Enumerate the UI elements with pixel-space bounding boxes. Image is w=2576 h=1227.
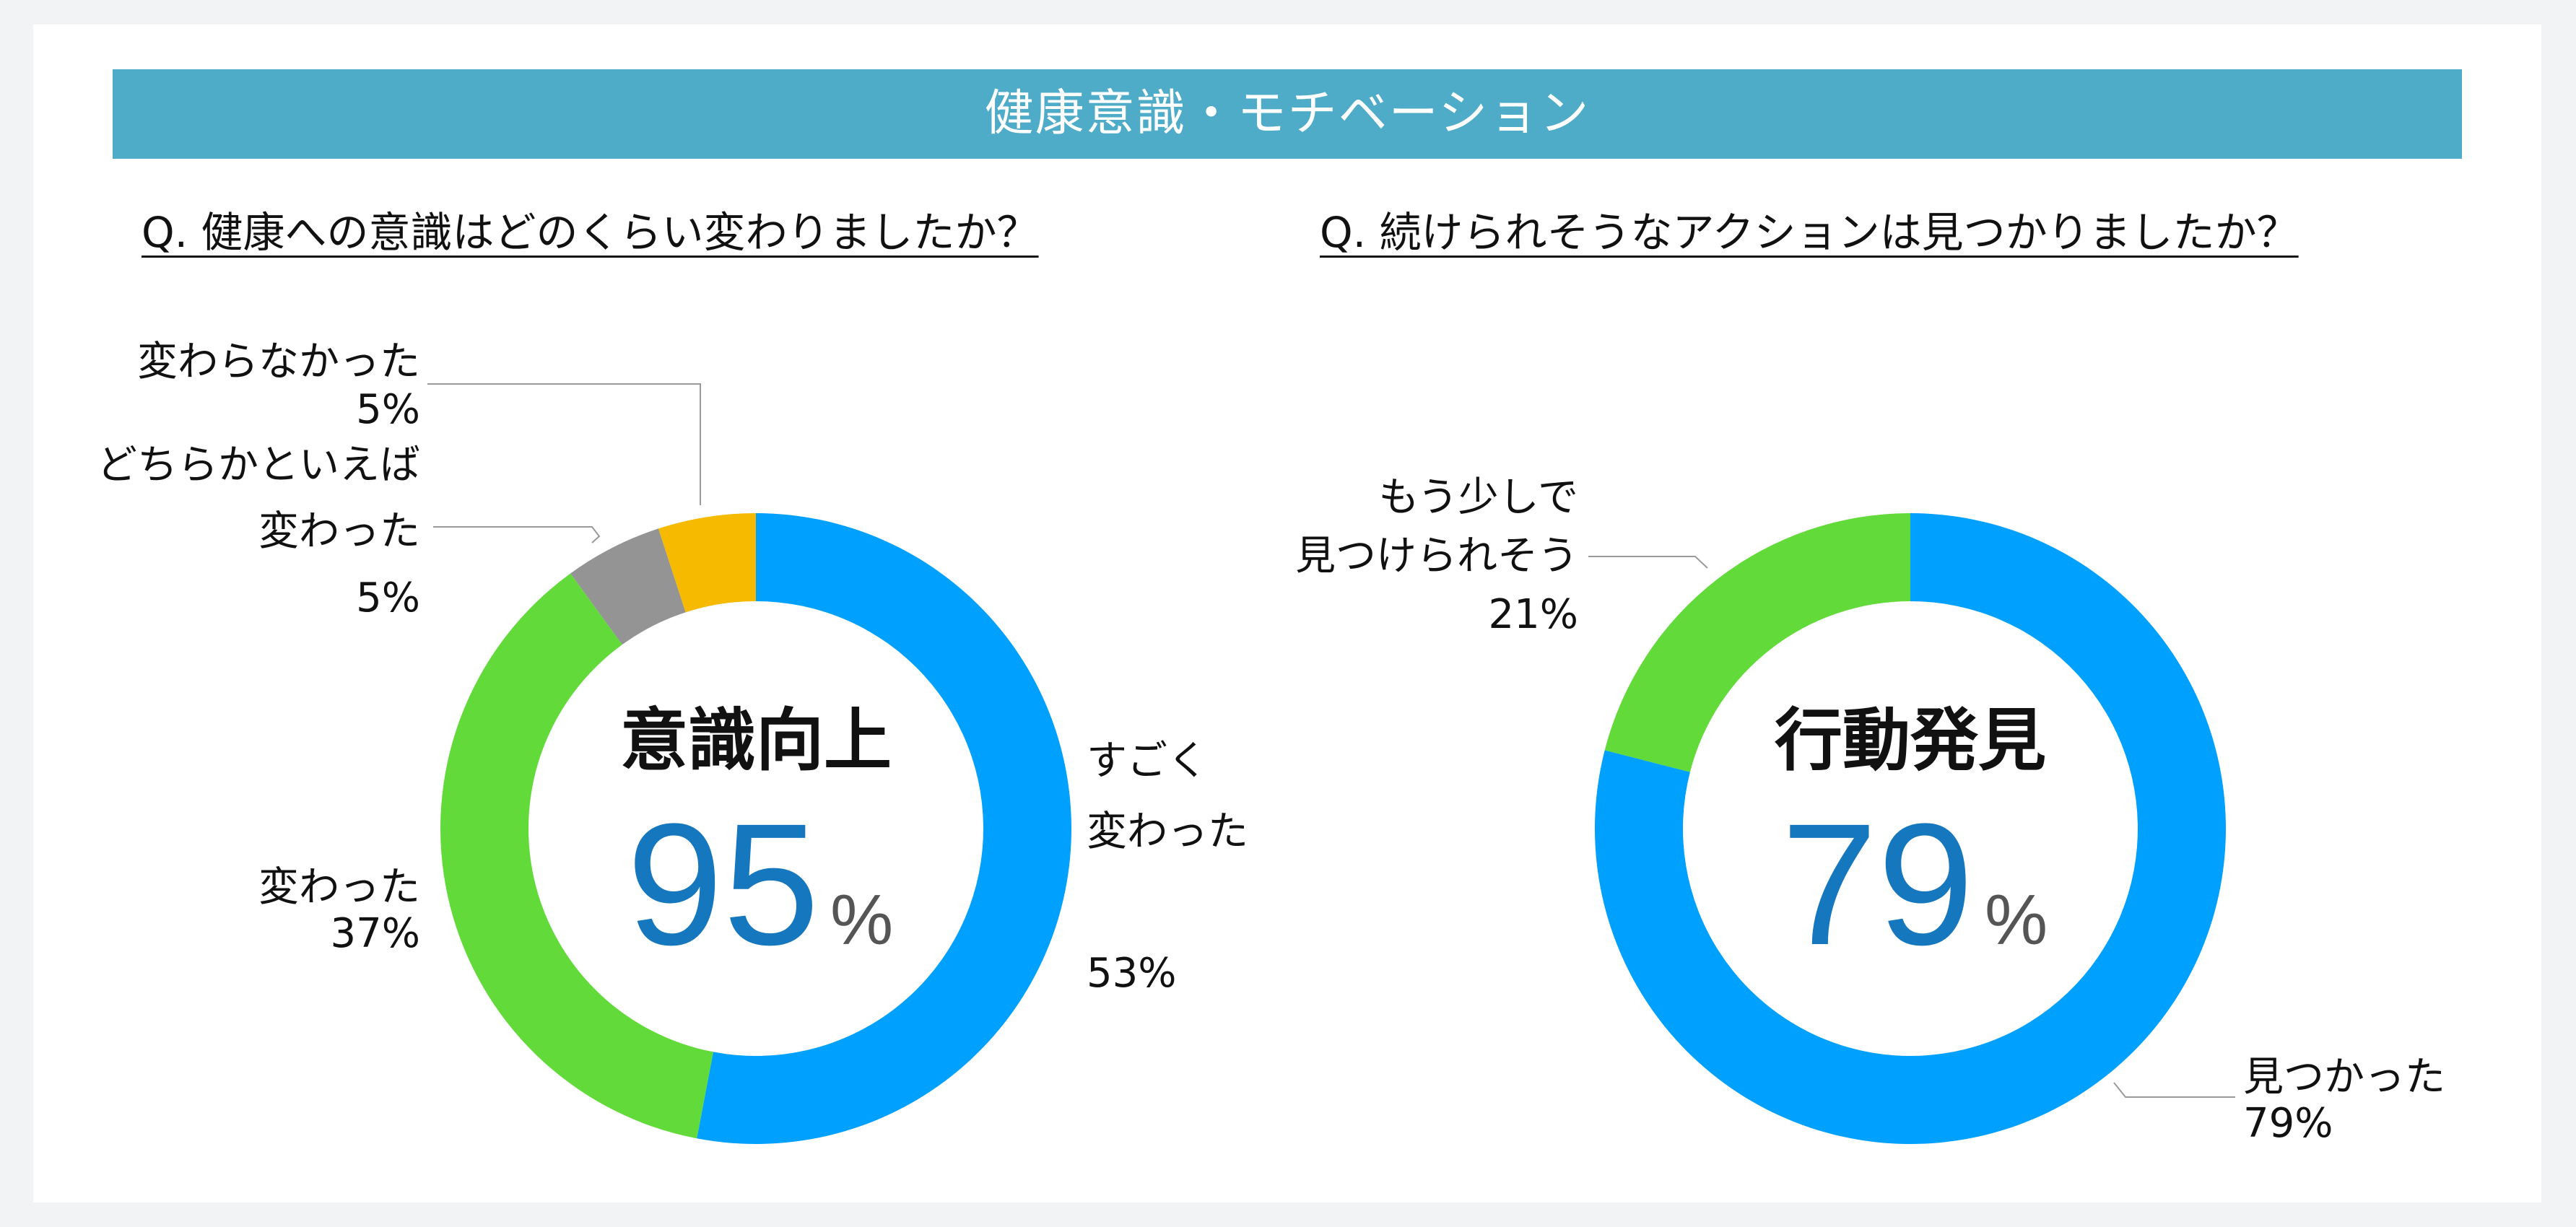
donut-slice-1: [697, 513, 1071, 1144]
center-unit: %: [1985, 880, 2048, 959]
donut-slice-3: [570, 528, 686, 645]
center-value: 79: [1781, 787, 1974, 981]
donut-slice-2: [1604, 513, 1910, 772]
leader-line-3: [433, 526, 601, 543]
leader-line-2: [1588, 556, 1708, 569]
donut-chart-awareness: すごく変わった 53% 変わった 37% どちらかといえば変わった 5%変わらなかった 5%…: [97, 339, 1248, 1144]
section-title-banner: 健康意識・モチベーション: [113, 69, 2462, 159]
data-label-4: 変わらなかった 5%: [137, 339, 420, 433]
center-label: 行動発見: [1775, 702, 2046, 780]
data-label-2: 変わった 37%: [258, 864, 420, 957]
question-1-title: Q. 健康への意識はどのくらい変わりましたか？: [142, 208, 1039, 257]
data-label-1: 見つかった 79%: [2243, 1054, 2445, 1147]
question-2-title: Q. 続けられそうなアクションは見つかりましたか？: [1320, 208, 2299, 257]
leader-line-4: [427, 383, 701, 505]
center-label: 意識向上: [620, 702, 892, 780]
donut-slice-2: [440, 573, 713, 1139]
data-label-1: すごく変わった 53%: [1087, 738, 1248, 997]
center-value: 95: [627, 787, 819, 981]
data-label-2: もう少しで見つけられそう 21%: [1295, 474, 1578, 638]
data-label-3: どちらかといえば変わった 5%: [97, 442, 420, 621]
leader-line-1: [2113, 1082, 2235, 1098]
center-unit: %: [830, 880, 893, 959]
donut-slice-4: [658, 513, 756, 613]
